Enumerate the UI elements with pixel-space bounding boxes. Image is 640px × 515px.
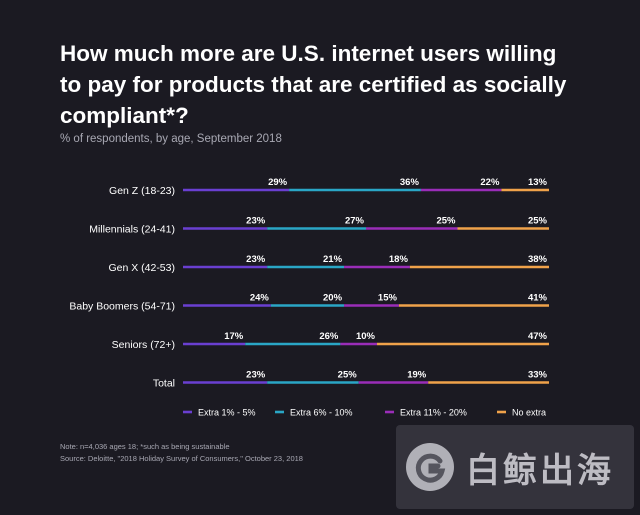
data-label: 25%	[528, 216, 548, 227]
category-label: Gen Z (18-23)	[109, 185, 175, 197]
chart-title: How much more are U.S. internet users wi…	[60, 41, 567, 128]
data-label: 21%	[323, 254, 343, 265]
data-label: 19%	[407, 370, 427, 381]
data-label: 20%	[323, 293, 343, 304]
legend-label: Extra 6% - 10%	[290, 408, 353, 418]
data-label: 36%	[400, 177, 420, 188]
category-label: Total	[153, 378, 175, 390]
chart-footer: Note: n=4,036 ages 18; *such as being su…	[60, 441, 303, 465]
data-label: 24%	[250, 293, 270, 304]
chart-subtitle: % of respondents, by age, September 2018	[60, 133, 282, 145]
data-label: 17%	[224, 331, 244, 342]
data-label: 23%	[246, 370, 266, 381]
data-label: 26%	[319, 331, 339, 342]
category-label: Seniors (72+)	[112, 339, 175, 351]
data-label: 38%	[528, 254, 548, 265]
data-label: 41%	[528, 293, 548, 304]
data-label: 27%	[345, 216, 365, 227]
data-label: 18%	[389, 254, 409, 265]
data-label: 13%	[528, 177, 548, 188]
data-label: 29%	[268, 177, 288, 188]
data-label: 25%	[436, 216, 456, 227]
footer-note: Note: n=4,036 ages 18; *such as being su…	[60, 442, 230, 451]
watermark-text: 白鲸出海	[466, 450, 614, 491]
legend-label: Extra 11% - 20%	[400, 408, 467, 418]
data-label: 25%	[338, 370, 358, 381]
category-label: Baby Boomers (54-71)	[69, 301, 175, 313]
data-label: 22%	[480, 177, 500, 188]
data-label: 23%	[246, 254, 266, 265]
category-label: Millennials (24-41)	[89, 224, 175, 236]
footer-source: Source: Deloitte, "2018 Holiday Survey o…	[60, 454, 303, 463]
legend-label: No extra	[512, 408, 546, 418]
data-label: 10%	[356, 331, 376, 342]
watermark: 白鲸出海	[396, 425, 634, 509]
data-label: 33%	[528, 370, 548, 381]
legend-label: Extra 1% - 5%	[198, 408, 256, 418]
data-label: 15%	[378, 293, 398, 304]
category-label: Gen X (42-53)	[108, 262, 175, 274]
data-label: 23%	[246, 216, 266, 227]
whale-logo-icon	[406, 443, 454, 491]
data-label: 47%	[528, 331, 548, 342]
